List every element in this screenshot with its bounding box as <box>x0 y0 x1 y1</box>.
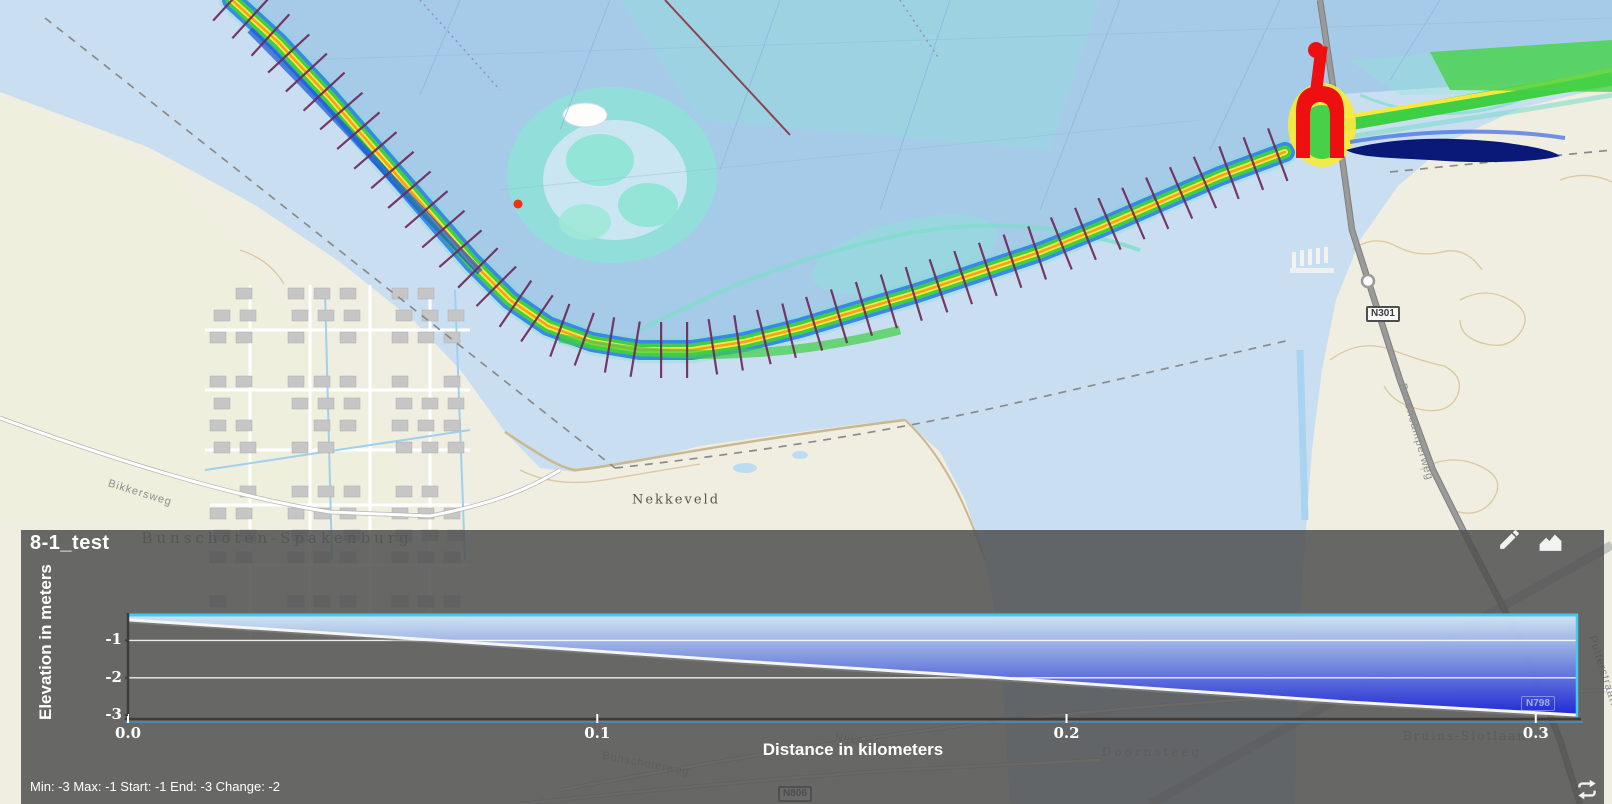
y-tick-label: -3 <box>105 705 122 724</box>
x-tick-label: 0.1 <box>584 724 611 742</box>
edit-pencil-icon[interactable] <box>1497 527 1522 552</box>
polder-area <box>232 0 1612 350</box>
profile-stats: Min: -3 Max: -1 Start: -1 End: -3 Change… <box>30 779 280 794</box>
x-tick-label: 0.0 <box>114 724 142 742</box>
x-axis-title: Distance in kilometers <box>762 740 944 759</box>
dike-elevation-raster <box>219 0 1298 363</box>
dike-east-band <box>1318 40 1612 143</box>
red-marker-dot <box>513 199 523 209</box>
marina <box>1290 247 1334 273</box>
contour-lines <box>239 174 1612 514</box>
y-axis-title: Elevation in meters <box>36 564 55 720</box>
x-tick-label: 0.2 <box>1053 724 1080 742</box>
transect-hatch-marks[interactable] <box>212 0 1289 378</box>
canal-east <box>1296 349 1309 521</box>
elevation-chart-icon[interactable] <box>1537 529 1564 553</box>
reverse-profile-icon[interactable] <box>1574 778 1600 801</box>
road-shield-n798: N798 <box>1521 696 1555 711</box>
sluice-structure <box>1288 42 1566 167</box>
y-tick-label: -1 <box>105 630 122 649</box>
elevation-profile-panel <box>21 530 1604 804</box>
x-tick-label: 0.3 <box>1522 724 1549 742</box>
polder-levee-lines <box>419 0 941 136</box>
y-tick-label: -2 <box>105 667 122 686</box>
profile-title: 8-1_test <box>30 532 110 554</box>
road-shield-n301: N301 <box>1366 306 1400 322</box>
road-bikkersweg-line <box>0 415 562 519</box>
fields-west <box>0 100 420 520</box>
polder-field-lines <box>299 0 1612 211</box>
roundabout <box>1360 273 1376 289</box>
